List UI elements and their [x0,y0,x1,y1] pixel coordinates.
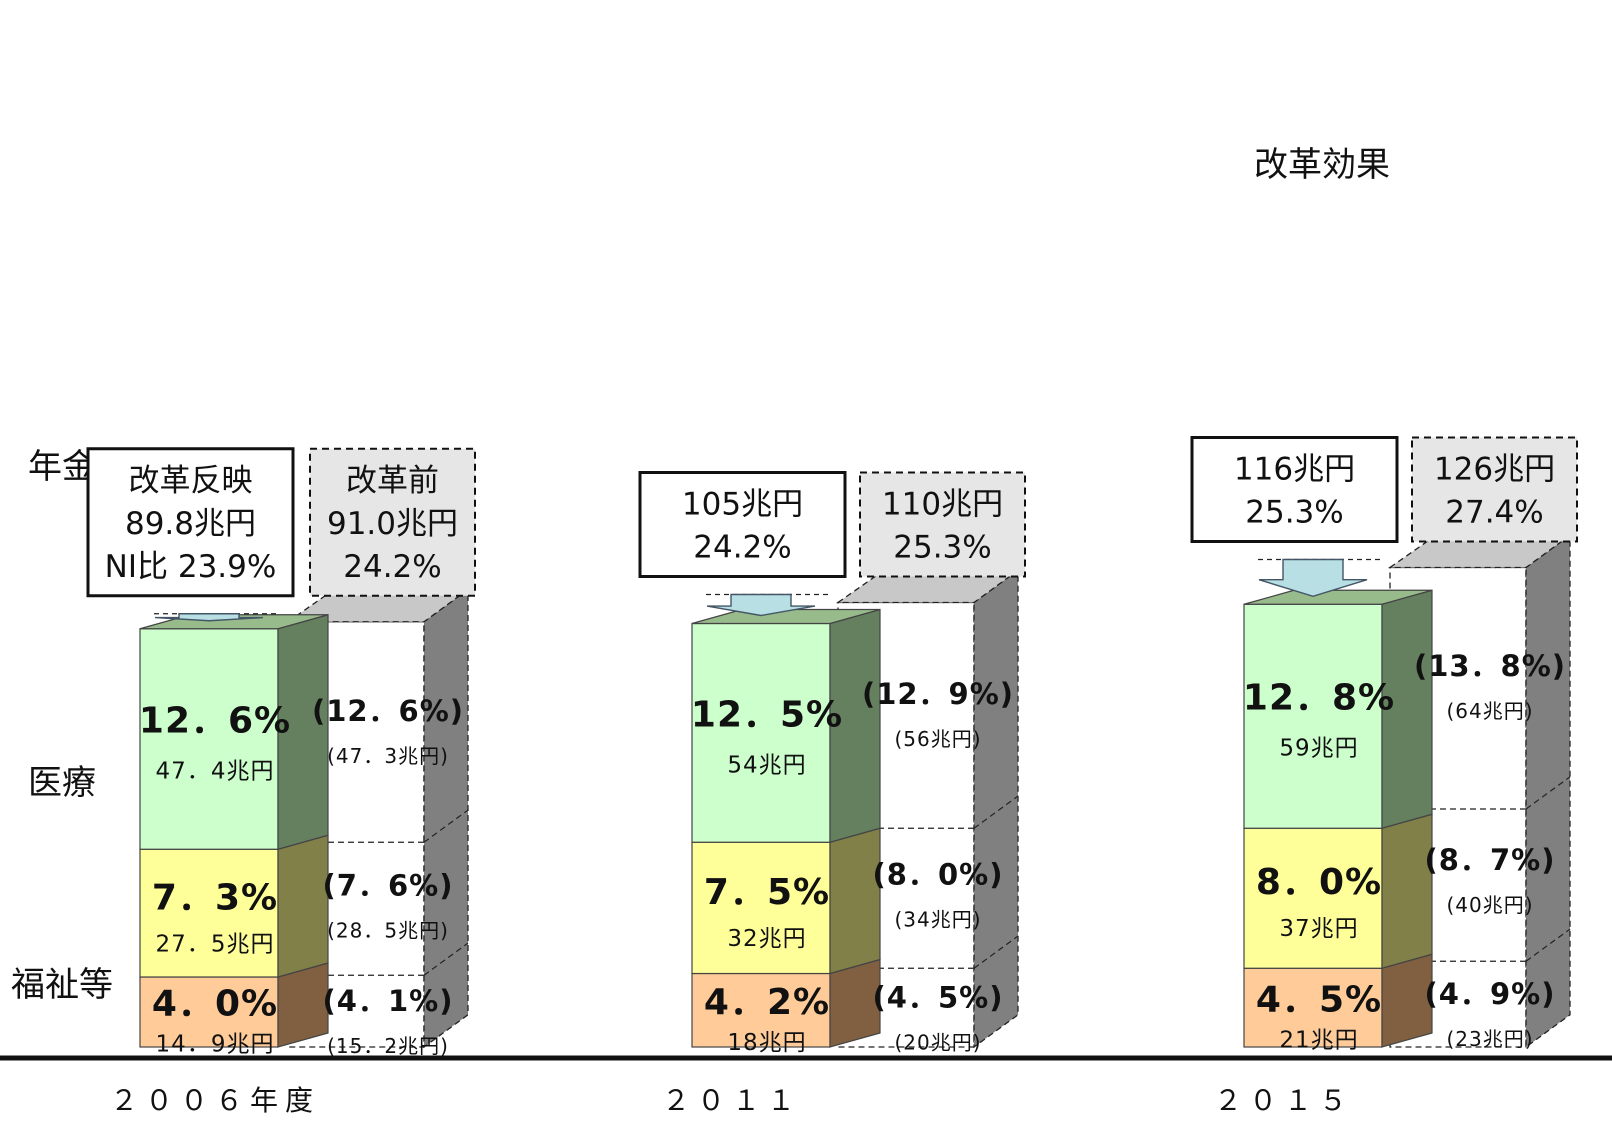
value-label-medical-1: 7．5% [704,872,830,913]
reform-effect-arrow-0 [154,613,264,622]
bar-welfare-1 [691,972,831,1048]
pre-reform-divider-side-0-1 [423,942,469,976]
pre-reform-divider-side-1-0 [973,795,1019,829]
post-reform-total-line-0-1: 89.8兆円 [125,506,256,542]
bar-welfare-0 [139,976,279,1048]
bar-side-medical-2 [1381,813,1433,970]
reform-effect-arrow-2 [1258,558,1368,597]
reform-effect-annotation: 改革効果 [1254,145,1390,185]
pre-reform-side-2 [1525,534,1571,1049]
pre-reform-total-line-2-1: 27.4% [1445,495,1543,531]
post-reform-total-box-2 [1190,436,1399,543]
pre-reform-total-line-0-1: 91.0兆円 [327,506,458,542]
post-reform-total-line-2-0: 116兆円 [1234,452,1355,488]
bar-pension-1 [691,622,831,843]
pre-reform-value-label-medical-2: (8．7%) [1425,843,1556,877]
bar-top-2 [1243,589,1433,605]
value-label-pension-1: 12．5% [691,694,843,735]
pre-reform-amount-label-pension-1: (56兆円) [894,727,981,751]
pre-reform-value-label-welfare-1: (4．5%) [873,981,1004,1015]
bar-top-1 [691,608,881,625]
post-reform-total-line-0-2: NI比 23.9% [105,549,277,585]
post-reform-total-line-1-1: 24.2% [693,530,791,566]
pre-reform-amount-label-welfare-2: (23兆円) [1446,1027,1533,1051]
pre-reform-amount-label-pension-2: (64兆円) [1446,699,1533,723]
pre-reform-divider-side-2-1 [1525,928,1571,962]
post-reform-total-line-2-1: 25.3% [1245,495,1343,531]
pre-reform-amount-label-welfare-0: (15．2兆円) [327,1034,449,1058]
pre-reform-amount-label-pension-0: (47．3兆円) [327,744,449,768]
pre-reform-value-label-medical-0: (7．6%) [323,868,454,902]
value-label-pension-0: 12．6% [139,700,291,741]
pre-reform-total-box-1 [859,471,1026,578]
post-reform-total-line-0-0: 改革反映 [129,463,253,499]
pre-reform-total-line-2-0: 126兆円 [1434,452,1555,488]
amount-label-pension-1: 54兆円 [727,752,806,778]
post-reform-total-box-1 [638,471,847,578]
year-label-0: ２００６年度 [110,1084,320,1117]
bar-medical-1 [691,841,831,975]
bar-pension-2 [1243,603,1383,829]
pre-reform-value-label-pension-2: (13．8%) [1414,649,1566,683]
pre-reform-total-box-0 [309,447,476,597]
bar-side-medical-1 [829,827,881,975]
amount-label-pension-0: 47．4兆円 [156,758,275,784]
amount-label-medical-2: 37兆円 [1279,916,1358,942]
pre-reform-total-box-2 [1411,436,1578,543]
post-reform-total-line-1-0: 105兆円 [682,487,803,523]
bar-side-medical-0 [277,834,329,978]
pre-reform-divider-side-0-0 [423,809,469,843]
year-label-2: ２０１５ [1214,1084,1354,1117]
value-label-welfare-1: 4．2% [704,982,830,1023]
pre-reform-value-label-welfare-2: (4．9%) [1425,977,1556,1011]
amount-label-medical-0: 27．5兆円 [156,931,275,957]
amount-label-welfare-1: 18兆円 [727,1030,806,1056]
bar-side-welfare-0 [277,962,329,1048]
pre-reform-amount-label-medical-1: (34兆円) [894,907,981,931]
value-label-medical-2: 8．0% [1256,862,1382,903]
amount-label-welfare-2: 21兆円 [1279,1028,1358,1054]
bar-welfare-2 [1243,967,1383,1048]
pre-reform-amount-label-medical-0: (28．5兆円) [327,918,449,942]
pre-reform-total-line-0-0: 改革前 [346,463,439,499]
pre-reform-value-label-medical-1: (8．0%) [873,857,1004,891]
post-reform-total-box-0 [86,447,295,598]
category-label-medical: 医療 [28,763,96,803]
pre-reform-total-line-1-0: 110兆円 [882,487,1003,523]
pre-reform-side-1 [973,569,1019,1049]
category-label-pension: 年金 [28,447,96,487]
value-label-pension-2: 12．8% [1243,678,1395,719]
value-label-welfare-2: 4．5% [1256,980,1382,1021]
reform-effect-arrow-1 [706,593,816,617]
pre-reform-value-label-welfare-0: (4．1%) [323,984,454,1018]
value-label-medical-0: 7．3% [152,877,278,918]
year-label-1: ２０１１ [662,1084,802,1117]
amount-label-pension-2: 59兆円 [1279,736,1358,762]
pre-reform-value-label-pension-0: (12．6%) [312,694,464,728]
value-label-welfare-0: 4．0% [152,984,278,1025]
pre-reform-divider-side-2-0 [1525,776,1571,810]
pre-reform-divider-side-1-1 [973,935,1019,969]
amount-label-medical-1: 32兆円 [727,926,806,952]
pre-reform-value-label-pension-1: (12．9%) [862,677,1014,711]
pre-reform-amount-label-welfare-1: (20兆円) [894,1031,981,1055]
category-label-welfare: 福祉等 [11,965,113,1005]
amount-label-welfare-0: 14．9兆円 [156,1032,275,1058]
pre-reform-total-line-0-2: 24.2% [343,549,441,585]
pre-reform-amount-label-medical-2: (40兆円) [1446,893,1533,917]
pre-reform-side-0 [423,588,469,1049]
pre-reform-total-line-1-1: 25.3% [893,530,991,566]
